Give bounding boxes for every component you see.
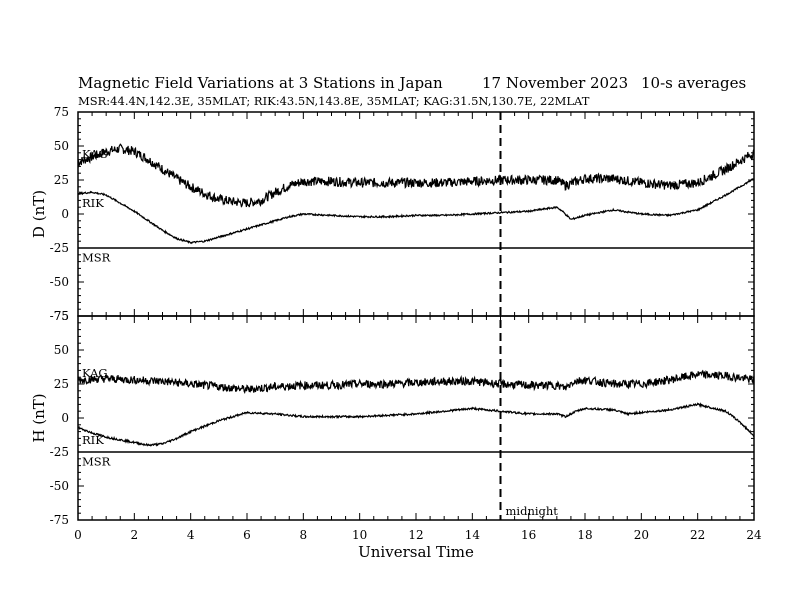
station-label-kag: KAG — [82, 366, 108, 380]
y-tick-label: 75 — [54, 309, 69, 323]
y-tick-label: 0 — [61, 411, 69, 425]
plot-frame — [77, 111, 755, 317]
chart-averaging: 10-s averages — [641, 74, 746, 92]
chart-date: 17 November 2023 — [482, 74, 628, 92]
x-tick-label: 20 — [634, 528, 649, 542]
x-tick-label: 12 — [408, 528, 423, 542]
x-tick-label: 10 — [352, 528, 367, 542]
x-tick-label: 22 — [690, 528, 705, 542]
series-line-kag — [77, 369, 755, 394]
y-tick-label: -25 — [50, 445, 69, 459]
x-tick-label: 24 — [746, 528, 762, 542]
x-tick-label: 0 — [74, 528, 82, 542]
y-axis-title: D (nT) — [30, 190, 48, 238]
y-tick-label: 50 — [54, 139, 69, 153]
station-label-rik: RIK — [82, 433, 104, 447]
panel-declination: 75 50 25 0 -25 -50 -75 D (nT) KAG RIK MSR — [30, 105, 755, 323]
x-axis-title: Universal Time — [358, 543, 474, 561]
x-tick-label: 2 — [131, 528, 139, 542]
y-tick-label: 75 — [54, 105, 69, 119]
midnight-label: midnight — [506, 504, 559, 518]
station-label-msr: MSR — [82, 251, 111, 265]
y-tick-label: 50 — [54, 343, 69, 357]
y-tick-label: -25 — [50, 241, 69, 255]
y-tick-label: -75 — [50, 513, 69, 527]
stations-info: MSR:44.4N,142.3E, 35MLAT; RIK:43.5N,143.… — [78, 94, 590, 108]
y-tick-label: 0 — [61, 207, 69, 221]
station-label-kag: KAG — [82, 147, 108, 161]
plot-frame — [77, 315, 755, 521]
x-tick-label: 18 — [577, 528, 592, 542]
y-tick-label: -50 — [50, 479, 69, 493]
x-tick-label: 8 — [300, 528, 308, 542]
x-tick-label: 16 — [521, 528, 536, 542]
station-label-rik: RIK — [82, 196, 104, 210]
chart-title: Magnetic Field Variations at 3 Stations … — [78, 74, 443, 92]
series-line-kag — [77, 143, 755, 208]
y-tick-label: -75 — [50, 309, 69, 323]
y-axis-title: H (nT) — [30, 393, 48, 442]
station-label-msr: MSR — [82, 455, 111, 469]
midnight-marker: midnight — [499, 112, 559, 520]
x-tick-label: 6 — [243, 528, 251, 542]
series-line-rik — [77, 178, 755, 245]
series-line-rik — [77, 402, 755, 447]
y-tick-label: 25 — [54, 173, 69, 187]
y-tick-label: -50 — [50, 275, 69, 289]
x-tick-label: 4 — [187, 528, 195, 542]
x-tick-label: 14 — [465, 528, 481, 542]
y-tick-label: 25 — [54, 377, 69, 391]
